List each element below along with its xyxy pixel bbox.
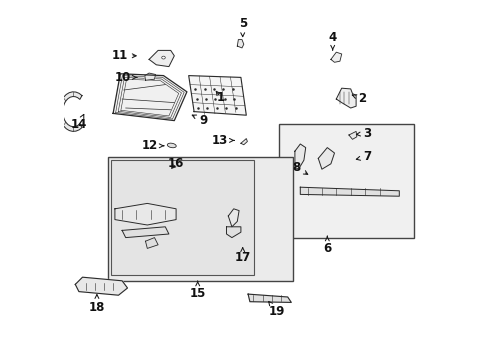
Bar — [111, 160, 253, 275]
Polygon shape — [59, 92, 82, 131]
Text: 9: 9 — [192, 114, 207, 127]
Polygon shape — [318, 148, 334, 169]
Polygon shape — [247, 294, 291, 302]
Polygon shape — [115, 203, 176, 225]
Ellipse shape — [167, 143, 176, 148]
Text: 10: 10 — [115, 71, 137, 84]
Text: 4: 4 — [328, 31, 336, 50]
Polygon shape — [336, 88, 355, 108]
Polygon shape — [348, 131, 356, 139]
Polygon shape — [228, 209, 239, 227]
Polygon shape — [330, 52, 341, 62]
Polygon shape — [149, 50, 174, 67]
Polygon shape — [122, 227, 168, 238]
Polygon shape — [113, 74, 186, 121]
Polygon shape — [237, 40, 244, 48]
Text: 14: 14 — [71, 114, 87, 131]
Bar — [107, 157, 292, 281]
Text: 15: 15 — [189, 281, 205, 300]
Polygon shape — [300, 187, 399, 196]
Text: 2: 2 — [351, 93, 366, 105]
Text: 13: 13 — [212, 134, 233, 147]
Polygon shape — [75, 277, 127, 295]
Polygon shape — [188, 76, 246, 115]
Polygon shape — [226, 227, 241, 238]
Text: 17: 17 — [234, 248, 250, 264]
Text: 18: 18 — [88, 294, 105, 314]
Text: 1: 1 — [216, 91, 224, 104]
Bar — [278, 124, 413, 238]
Ellipse shape — [162, 56, 165, 59]
Text: 7: 7 — [356, 150, 371, 163]
Text: 8: 8 — [291, 161, 307, 174]
Text: 11: 11 — [111, 49, 136, 62]
Text: 16: 16 — [167, 157, 184, 170]
Polygon shape — [145, 238, 158, 248]
Polygon shape — [144, 73, 155, 80]
Text: 19: 19 — [268, 301, 285, 318]
Text: 6: 6 — [323, 236, 331, 255]
Polygon shape — [294, 144, 305, 169]
Text: 3: 3 — [356, 127, 371, 140]
Text: 5: 5 — [238, 17, 246, 37]
Polygon shape — [241, 139, 247, 145]
Text: 12: 12 — [142, 139, 163, 152]
